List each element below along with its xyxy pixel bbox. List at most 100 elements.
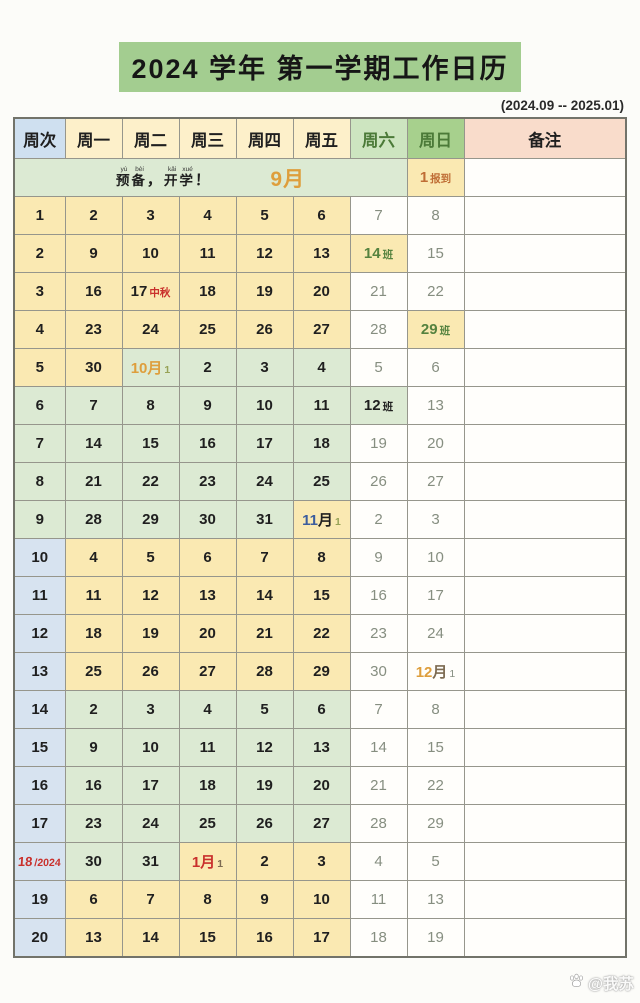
day-cell: 4 xyxy=(178,690,237,729)
cell-text: 11 xyxy=(199,739,216,756)
day-cell: 24 xyxy=(406,614,465,653)
day-cell: 29 xyxy=(406,804,465,843)
cell-text: 16 xyxy=(31,777,49,794)
cell-text: 2 xyxy=(89,207,98,224)
cell-text: 11 xyxy=(302,512,318,529)
day-cell: 28 xyxy=(235,652,294,691)
week-row-16: 16 16 17 18 19 20 21 22 xyxy=(13,766,627,805)
day-cell: 7 xyxy=(64,386,123,425)
note-cell xyxy=(463,462,627,501)
week-number-cell: 2 xyxy=(13,234,66,273)
week-number-cell: 13 xyxy=(13,652,66,691)
cell-text: 中秋 xyxy=(149,287,171,299)
day-cell: 6 xyxy=(178,538,237,577)
day-cell: 23 xyxy=(178,462,237,501)
header-cell-周次: 周次 xyxy=(13,117,66,159)
cell-text: 22 xyxy=(313,625,330,642)
cell-text: 7 xyxy=(374,701,383,718)
cell-text: 5 xyxy=(260,207,269,224)
cell-text: 7 xyxy=(89,397,98,414)
header-cell-周三: 周三 xyxy=(178,117,237,159)
cell-text: 21 xyxy=(370,283,387,300)
cell-text: 6 xyxy=(317,701,326,718)
note-cell xyxy=(463,310,627,349)
cell-text: 班 xyxy=(382,249,394,261)
note-cell xyxy=(463,652,627,691)
cell-text: 16 xyxy=(85,777,102,794)
note-cell xyxy=(463,918,627,958)
cell-text: 19 xyxy=(370,435,387,452)
day-cell: 4 xyxy=(349,842,408,881)
cell-text: 17 xyxy=(256,435,273,452)
day-cell: 23 xyxy=(349,614,408,653)
day-cell: 15 xyxy=(406,234,465,273)
cell-text: 2 xyxy=(203,359,212,376)
cell-text: 3 xyxy=(35,283,44,300)
cell-text: 30 xyxy=(85,853,102,870)
cell-text: 11 xyxy=(313,397,330,414)
day-cell: 27 xyxy=(292,310,351,349)
day-cell: 9 xyxy=(64,728,123,767)
day-cell: 15 xyxy=(406,728,465,767)
day-cell: 11月 1 xyxy=(292,500,351,539)
cell-text: 12 xyxy=(363,397,381,414)
day-cell: 14 xyxy=(235,576,294,615)
week-number-cell: 11 xyxy=(13,576,66,615)
day-cell: 10 xyxy=(235,386,294,425)
week-row-20: 20 13 14 15 16 17 18 19 xyxy=(13,918,627,958)
cell-text: 7 xyxy=(260,549,269,566)
cell-text: 19 xyxy=(256,283,273,300)
cell-text: 月 xyxy=(318,512,334,529)
cell-text: 1 xyxy=(449,668,456,680)
cell-text: 6 xyxy=(203,549,212,566)
cell-text: 23 xyxy=(85,321,102,338)
cell-text: 25 xyxy=(85,663,102,680)
day-cell: 6 xyxy=(292,690,351,729)
cell-text: 23 xyxy=(370,625,387,642)
day-cell: 5 xyxy=(235,196,294,235)
day-cell: 9 xyxy=(64,234,123,273)
week-row-1: 1 2 3 4 5 6 7 8 xyxy=(13,196,627,235)
day-cell: 22 xyxy=(406,766,465,805)
day-cell: 4 xyxy=(64,538,123,577)
week-number-cell: 6 xyxy=(13,386,66,425)
cell-text: 11 xyxy=(199,245,216,262)
cell-text: /2024 xyxy=(34,857,62,869)
day-cell: 2 xyxy=(178,348,237,387)
day-cell: 8 xyxy=(178,880,237,919)
day-cell: 4 xyxy=(178,196,237,235)
day-cell: 26 xyxy=(121,652,180,691)
day-cell: 4 xyxy=(292,348,351,387)
week-row-17: 17 23 24 25 26 27 28 29 xyxy=(13,804,627,843)
cell-text: 16 xyxy=(199,435,216,452)
week-number-cell: 17 xyxy=(13,804,66,843)
note-cell xyxy=(463,348,627,387)
day-cell: 10 xyxy=(292,880,351,919)
cell-text: 20 xyxy=(313,777,330,794)
cell-text: 4 xyxy=(374,853,383,870)
day-cell: 15 xyxy=(121,424,180,463)
september-banner-row: 预yù备bèi，开kāi学xué！ 9月 1 报到 xyxy=(13,158,627,197)
note-cell xyxy=(463,424,627,463)
cell-text: 7 xyxy=(374,207,383,224)
day-cell: 11 xyxy=(178,728,237,767)
cell-text: 23 xyxy=(199,473,216,490)
day-cell: 22 xyxy=(121,462,180,501)
day-cell: 11 xyxy=(292,386,351,425)
cell-text: 29 xyxy=(427,815,444,832)
cell-text: 15 xyxy=(199,929,216,946)
day-cell: 9 xyxy=(235,880,294,919)
day-cell: 13 xyxy=(178,576,237,615)
cell-text: 9 xyxy=(203,397,212,414)
week-row-3: 3 16 17 中秋 18 19 20 21 22 xyxy=(13,272,627,311)
week-number-cell: 14 xyxy=(13,690,66,729)
day-cell: 5 xyxy=(235,690,294,729)
header-cell-周六: 周六 xyxy=(349,117,408,159)
day-cell: 18 xyxy=(292,424,351,463)
semester-calendar-table: 周次 周一 周二 周三 周四 周五 周六 周日 备注 预yù备bèi，开kāi学xué！ 9月 1 报… xyxy=(13,117,627,958)
month-label-september: 9月 xyxy=(270,167,306,191)
day-cell: 5 xyxy=(349,348,408,387)
cell-text: 12 xyxy=(256,739,273,756)
cell-text: 29 xyxy=(420,321,438,338)
cell-text: 12 xyxy=(256,245,273,262)
